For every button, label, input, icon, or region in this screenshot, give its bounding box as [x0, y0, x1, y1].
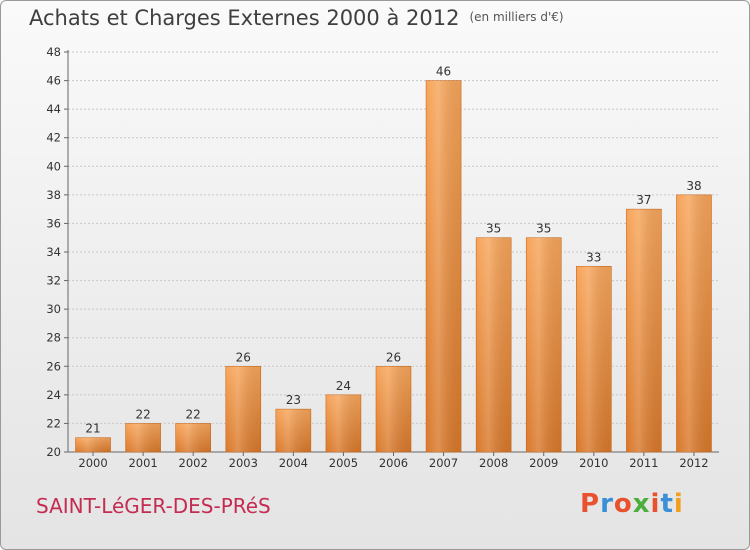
data-label: 22: [135, 407, 150, 421]
data-label: 37: [636, 193, 651, 207]
commune-name: SAINT-LéGER-DES-PRéS: [36, 494, 271, 518]
y-tick-label: 34: [46, 245, 61, 259]
y-tick-label: 40: [46, 159, 61, 173]
x-tick-label: 2000: [78, 456, 107, 470]
y-tick-label: 32: [46, 274, 61, 288]
y-tick-label: 24: [46, 388, 61, 402]
x-tick-label: 2005: [329, 456, 358, 470]
x-tick-label: 2001: [128, 456, 157, 470]
chart-title-text: Achats et Charges Externes 2000 à 2012: [29, 6, 460, 30]
logo-letter: x: [632, 489, 651, 519]
y-tick-label: 38: [46, 188, 61, 202]
data-label: 26: [236, 350, 251, 364]
data-label: 38: [686, 179, 701, 193]
data-label: 21: [85, 422, 100, 436]
data-label: 35: [536, 222, 551, 236]
x-tick-label: 2011: [629, 456, 658, 470]
y-tick-label: 46: [46, 74, 61, 88]
bar-shine: [275, 409, 311, 452]
bar-shine: [526, 237, 562, 452]
bar-shine: [125, 423, 161, 452]
bar-shine: [75, 437, 111, 452]
x-tick-label: 2012: [679, 456, 708, 470]
data-label: 23: [286, 393, 301, 407]
x-tick-label: 2007: [429, 456, 458, 470]
x-tick-label: 2006: [379, 456, 408, 470]
data-label: 22: [186, 407, 201, 421]
x-tick-label: 2003: [229, 456, 258, 470]
y-tick-label: 26: [46, 359, 61, 373]
logo-letter: t: [660, 489, 674, 519]
proxiti-logo: Proxiti: [580, 489, 684, 519]
logo-letter: r: [600, 489, 614, 519]
bar-shine: [325, 394, 361, 452]
chart-title: Achats et Charges Externes 2000 à 2012 (e…: [29, 6, 564, 30]
x-tick-label: 2008: [479, 456, 508, 470]
bar-shine: [376, 366, 411, 452]
x-tick-label: 2009: [529, 456, 558, 470]
data-label: 33: [586, 250, 601, 264]
y-tick-label: 30: [46, 302, 61, 316]
x-tick-label: 2002: [179, 456, 208, 470]
logo-letter: P: [580, 489, 601, 519]
y-tick-label: 36: [46, 216, 61, 230]
data-label: 46: [436, 65, 451, 79]
logo-letter: o: [613, 489, 633, 519]
y-tick-label: 28: [46, 331, 61, 345]
logo-letter: i: [673, 489, 684, 519]
bar-shine: [175, 423, 211, 452]
bar-shine: [426, 80, 462, 453]
bar-shine: [476, 237, 512, 452]
y-tick-label: 22: [46, 416, 61, 430]
bar-shine: [676, 194, 712, 452]
x-tick-label: 2010: [579, 456, 608, 470]
x-tick-label: 2004: [279, 456, 308, 470]
y-tick-label: 42: [46, 131, 61, 145]
bar-shine: [225, 366, 261, 452]
data-label: 24: [336, 379, 351, 393]
y-tick-label: 44: [46, 102, 61, 116]
data-label: 26: [386, 350, 401, 364]
bar-shine: [626, 209, 662, 452]
data-label: 35: [486, 222, 501, 236]
y-tick-label: 48: [46, 45, 61, 59]
bar-shine: [576, 266, 612, 452]
y-tick-label: 20: [46, 445, 61, 459]
chart-unit: (en milliers d'€): [469, 10, 564, 24]
logo-letter: i: [650, 489, 661, 519]
